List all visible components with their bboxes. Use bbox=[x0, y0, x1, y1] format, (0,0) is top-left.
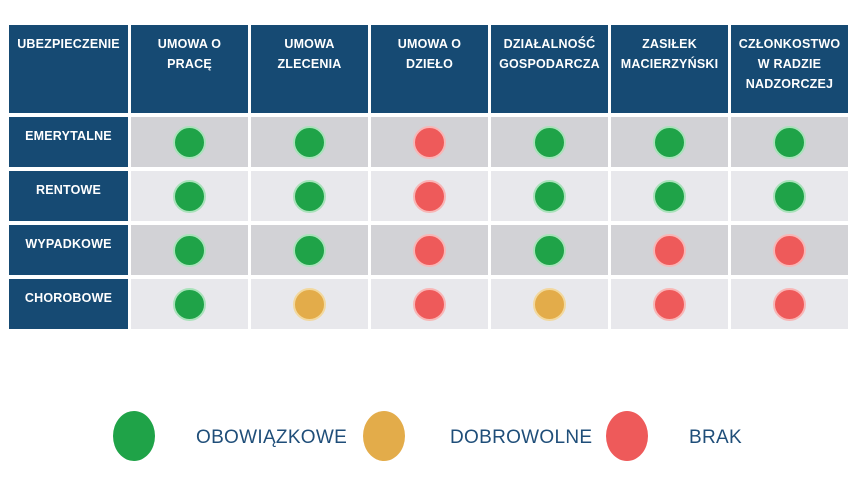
status-dot-none bbox=[413, 287, 446, 321]
status-dot-mandatory bbox=[773, 179, 806, 213]
status-dot-voluntary bbox=[533, 287, 566, 321]
legend-label-voluntary: DOBROWOLNE bbox=[450, 427, 593, 448]
status-dot-mandatory bbox=[653, 125, 686, 159]
status-dot-none bbox=[773, 287, 806, 321]
table-cell bbox=[251, 171, 368, 221]
column-header-dzialalnosc-gospodarcza: DZIAŁALNOŚĆ GOSPODARCZA bbox=[491, 25, 608, 113]
status-dot-none bbox=[413, 125, 446, 159]
row-label-wypadkowe: WYPADKOWE bbox=[9, 225, 128, 275]
table-cell bbox=[251, 117, 368, 167]
status-dot-mandatory bbox=[773, 125, 806, 159]
table-cell bbox=[731, 171, 848, 221]
table-cell bbox=[371, 117, 488, 167]
column-header-umowa-o-dzielo: UMOWA O DZIEŁO bbox=[371, 25, 488, 113]
table-cell bbox=[131, 171, 248, 221]
status-dot-mandatory bbox=[293, 233, 326, 267]
column-header-zasilek-macierzynski: ZASIŁEK MACIERZYŃSKI bbox=[611, 25, 728, 113]
table-cell bbox=[611, 225, 728, 275]
status-dot-mandatory bbox=[293, 125, 326, 159]
row-label-emerytalne: EMERYTALNE bbox=[9, 117, 128, 167]
table-cell bbox=[251, 279, 368, 329]
table-cell bbox=[491, 117, 608, 167]
status-dot-mandatory bbox=[173, 179, 206, 213]
row-label-chorobowe: CHOROBOWE bbox=[9, 279, 128, 329]
legend-label-mandatory: OBOWIĄZKOWE bbox=[196, 427, 348, 448]
table-cell bbox=[131, 225, 248, 275]
legend-dot-none-red bbox=[606, 411, 648, 461]
status-dot-mandatory bbox=[293, 179, 326, 213]
status-dot-mandatory bbox=[653, 179, 686, 213]
table-cell bbox=[611, 279, 728, 329]
status-dot-none bbox=[773, 233, 806, 267]
table-cell bbox=[731, 279, 848, 329]
table-cell bbox=[371, 225, 488, 275]
table-cell bbox=[131, 117, 248, 167]
table-cell bbox=[371, 279, 488, 329]
status-dot-mandatory bbox=[173, 287, 206, 321]
status-dot-mandatory bbox=[533, 125, 566, 159]
corner-header: UBEZPIECZENIE bbox=[9, 25, 128, 113]
legend-dot-mandatory-green bbox=[113, 411, 155, 461]
table-cell bbox=[131, 279, 248, 329]
column-header-umowa-o-prace: UMOWA O PRACĘ bbox=[131, 25, 248, 113]
table-cell bbox=[611, 117, 728, 167]
status-dot-mandatory bbox=[533, 233, 566, 267]
status-dot-voluntary bbox=[293, 287, 326, 321]
legend-label-none: BRAK bbox=[689, 427, 742, 448]
table-cell bbox=[491, 225, 608, 275]
table-cell bbox=[611, 171, 728, 221]
column-header-umowa-zlecenia: UMOWA ZLECENIA bbox=[251, 25, 368, 113]
table-cell bbox=[491, 171, 608, 221]
table-cell bbox=[731, 117, 848, 167]
table-cell bbox=[731, 225, 848, 275]
status-dot-mandatory bbox=[173, 125, 206, 159]
status-dot-none bbox=[413, 179, 446, 213]
table-cell bbox=[371, 171, 488, 221]
column-header-czlonkostwo-w-radzie: CZŁONKOSTWO W RADZIE NADZORCZEJ bbox=[731, 25, 848, 113]
status-dot-none bbox=[653, 233, 686, 267]
legend-dot-voluntary-yellow bbox=[363, 411, 405, 461]
status-dot-none bbox=[653, 287, 686, 321]
status-dot-mandatory bbox=[533, 179, 566, 213]
row-label-rentowe: RENTOWE bbox=[9, 171, 128, 221]
table-cell bbox=[491, 279, 608, 329]
status-dot-none bbox=[413, 233, 446, 267]
insurance-matrix-table: UBEZPIECZENIE UMOWA O PRACĘ UMOWA ZLECEN… bbox=[9, 25, 848, 329]
status-dot-mandatory bbox=[173, 233, 206, 267]
table-cell bbox=[251, 225, 368, 275]
